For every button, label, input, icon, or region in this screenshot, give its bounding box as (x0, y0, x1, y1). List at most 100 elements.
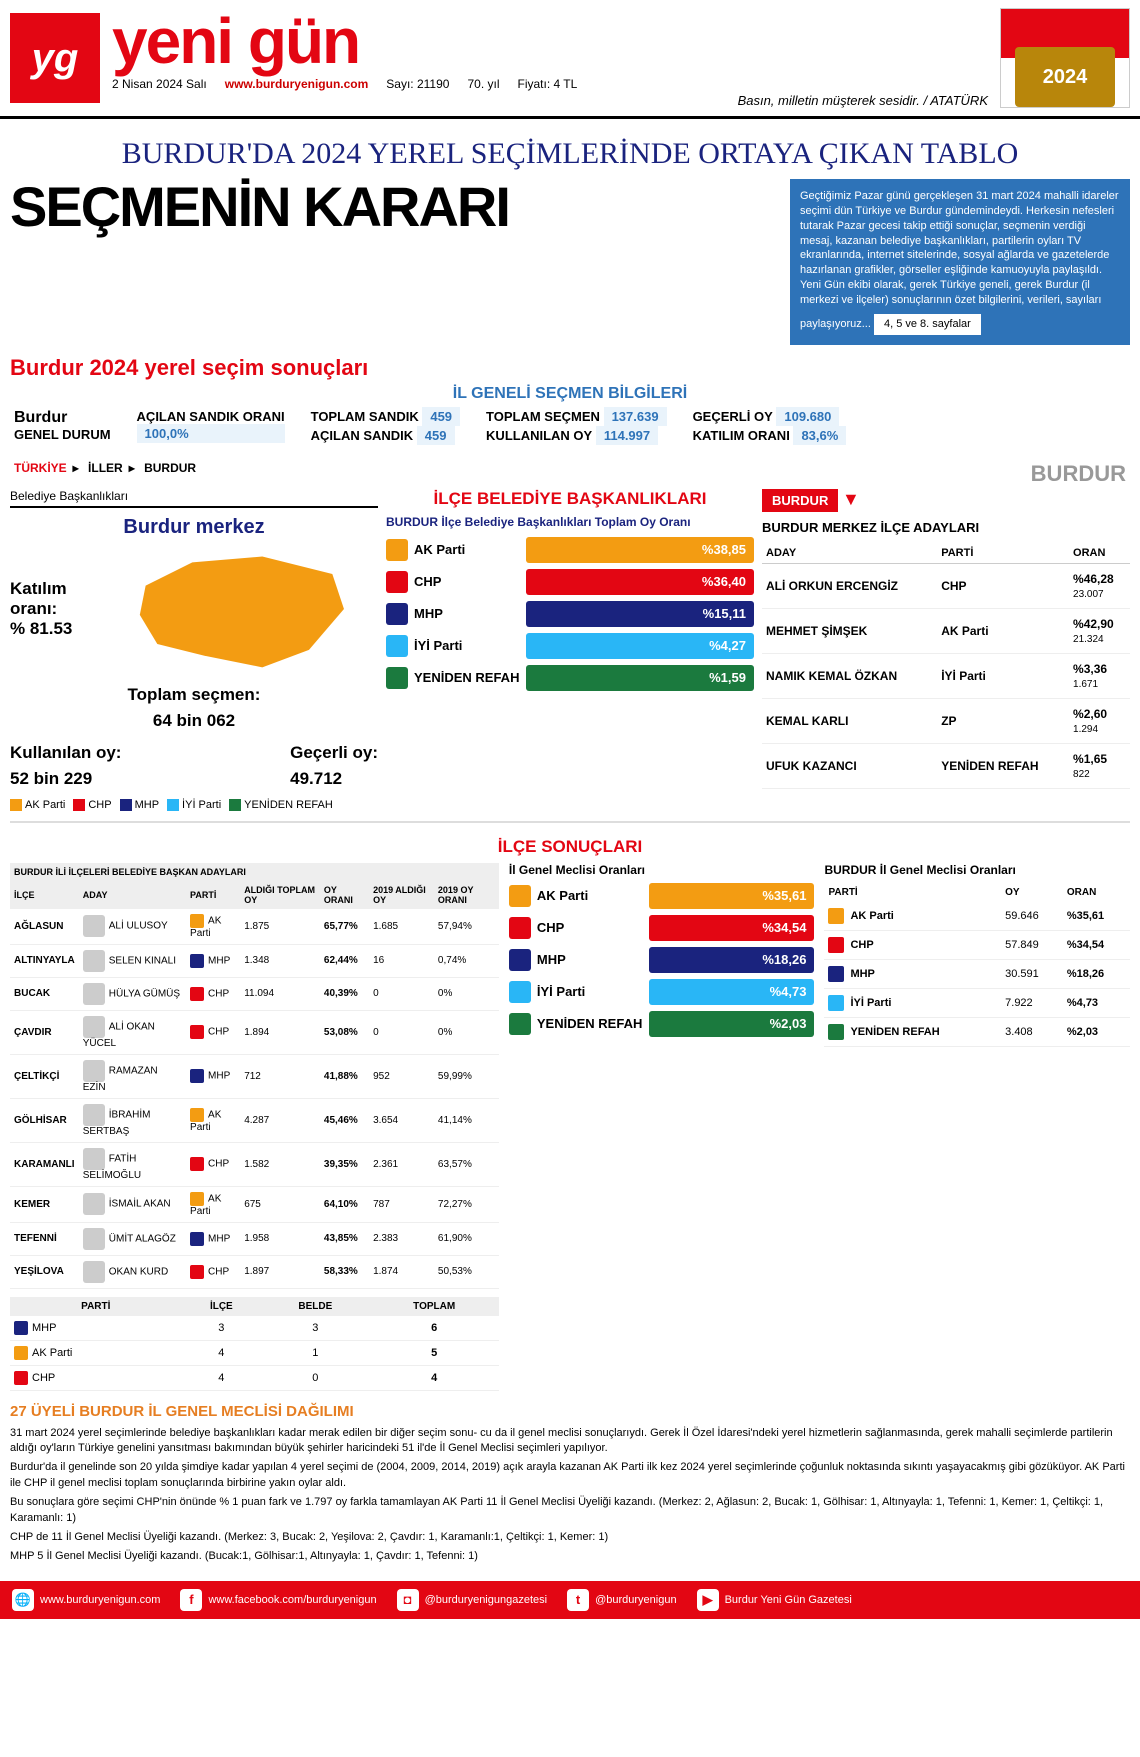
youtube-icon: ▶ (697, 1589, 719, 1611)
kr-val: 83,6% (793, 426, 846, 445)
breadcrumb: TÜRKİYE▸ İLLER▸ BURDUR BURDUR (0, 457, 1140, 479)
meclis-row: CHP57.849%34,54 (824, 930, 1130, 959)
footer-yt-text: Burdur Yeni Gün Gazetesi (725, 1594, 852, 1606)
footer-ig: ◘@burduryenigungazetesi (397, 1589, 547, 1611)
ch-parti: PARTİ (937, 543, 1069, 564)
ilce-bel-title: İLÇE BELEDİYE BAŞKANLIKLARI (386, 489, 754, 509)
go-val: 109.680 (776, 407, 839, 426)
intro-box: Geçtiğimiz Pazar günü gerçekleşen 31 mar… (790, 179, 1130, 345)
body-para: CHP de 11 İl Genel Meclisi Üyeliği kazan… (10, 1530, 1130, 1545)
ch-aday: ADAY (762, 543, 937, 564)
meclis-row: İYİ Parti7.922%4,73 (824, 988, 1130, 1017)
sandik-col: TOPLAM SANDIK 459 AÇILAN SANDIK 459 (311, 409, 460, 443)
gecerli-col: GEÇERLİ OY 109.680 KATILIM ORANI 83,6% (693, 409, 847, 443)
ilce-bel-sub: BURDUR İlçe Belediye Başkanlıkları Topla… (386, 515, 754, 529)
footer-tw-text: @burduryenigun (595, 1594, 677, 1606)
ilce-son-title: İLÇE SONUÇLARI (0, 837, 1140, 857)
party-bars-col: İLÇE BELEDİYE BAŞKANLIKLARI BURDUR İlçe … (386, 489, 754, 811)
region: Burdur GENEL DURUM (14, 409, 111, 442)
year: 70. yıl (467, 77, 499, 91)
meclis-bars-col: İl Genel Meclisi Oranları AK Parti%35,61… (509, 863, 815, 1391)
party-legend: AK Parti CHP MHP İYİ Parti YENİDEN REFAH (10, 799, 378, 811)
ch-oran: ORAN (1069, 543, 1130, 564)
ilce-row: ÇELTİKÇİRAMAZAN EZİNMHP71241,88%95259,99… (10, 1054, 499, 1098)
mc-r: ORAN (1063, 883, 1130, 902)
body-text: 31 mart 2024 yerel seçimlerinde belediye… (0, 1426, 1140, 1565)
body-para: Bu sonuçlara göre seçimi CHP'nin önünde … (10, 1495, 1130, 1526)
region-sub: GENEL DURUM (14, 427, 111, 442)
ilce-row: BURDUR İLİ İLÇELERİ BELEDİYE BAŞKAN ADAY… (0, 863, 1140, 1391)
mast-center: yeni gün 2 Nisan 2024 Salı www.burduryen… (112, 9, 988, 108)
gec-val: 49.712 (290, 769, 378, 789)
footer-fb-text: www.facebook.com/burduryenigun (208, 1594, 376, 1606)
legend-item: AK Parti (10, 799, 65, 811)
ic-ilce: İLÇE (10, 881, 79, 909)
cand-sub: BURDUR MERKEZ İLÇE ADAYLARI (762, 520, 1130, 535)
ilce-table-wrap: BURDUR İLİ İLÇELERİ BELEDİYE BAŞKAN ADAY… (10, 863, 499, 1391)
candidate-row: KEMAL KARLIZP%2,601.294 (762, 698, 1130, 743)
legend-item: İYİ Parti (167, 799, 221, 811)
ilce-row: AĞLASUNALİ ULUSOYAK Parti1.87565,77%1.68… (10, 909, 499, 945)
meclis-row: YENİDEN REFAH3.408%2,03 (824, 1017, 1130, 1046)
summary-table: PARTİ İLÇE BELDE TOPLAM MHP336AK Parti41… (10, 1297, 499, 1391)
acilan-oran-label: AÇILAN SANDIK ORANI (137, 409, 285, 424)
meclis-row: AK Parti59.646%35,61 (824, 902, 1130, 931)
candidates-table: ADAY PARTİ ORAN ALİ ORKUN ERCENGİZCHP%46… (762, 543, 1130, 789)
ilce-row: ALTINYAYLASELEN KINALIMHP1.34862,44%160,… (10, 944, 499, 977)
ilce-row: TEFENNİÜMİT ALAGÖZMHP1.95843,85%2.38361,… (10, 1222, 499, 1255)
meclis-table: PARTİ OY ORAN AK Parti59.646%35,61CHP57.… (824, 883, 1130, 1047)
secmen-val: 64 bin 062 (10, 711, 378, 731)
meclis-table-col: BURDUR İl Genel Meclisi Oranları PARTİ O… (824, 863, 1130, 1391)
party-bar-row: YENİDEN REFAH%2,03 (509, 1011, 815, 1037)
ic-oran: OY ORANI (320, 881, 369, 909)
party-bar-row: MHP%15,11 (386, 601, 754, 627)
party-bar-row: CHP%36,40 (386, 569, 754, 595)
intro-text: Geçtiğimiz Pazar günü gerçekleşen 31 mar… (800, 190, 1119, 330)
mc-o: OY (1001, 883, 1063, 902)
footer-yt: ▶ Burdur Yeni Gün Gazetesi (697, 1589, 852, 1611)
orange-headline: 27 ÜYELİ BURDUR İL GENEL MECLİSİ DAĞILIM… (10, 1403, 1130, 1420)
ilce-row: KARAMANLIFATİH SELİMOĞLUCHP1.58239,35%2.… (10, 1142, 499, 1186)
ilce-table: BURDUR İLİ İLÇELERİ BELEDİYE BAŞKAN ADAY… (10, 863, 499, 1289)
three-col: Belediye Başkanlıkları Burdur merkez Kat… (0, 489, 1140, 811)
ic-p19: 2019 ALDIĞI OY (369, 881, 434, 909)
issue-date: 2 Nisan 2024 Salı (112, 77, 207, 91)
footer-fb: fwww.facebook.com/burduryenigun (180, 1589, 376, 1611)
ilce-tbl-head: BURDUR İLİ İLÇELERİ BELEDİYE BAŞKAN ADAY… (10, 863, 499, 881)
footer-tw: t@burduryenigun (567, 1589, 677, 1611)
candidates-col: BURDUR ▼ BURDUR MERKEZ İLÇE ADAYLARI ADA… (762, 489, 1130, 811)
kull-val: 52 bin 229 (10, 769, 121, 789)
region-name: Burdur (14, 409, 111, 427)
cand-head: BURDUR (762, 489, 838, 512)
logo: yg (10, 13, 100, 103)
page-ref: 4, 5 ve 8. sayfalar (874, 314, 981, 335)
instagram-icon: ◘ (397, 1589, 419, 1611)
mc-p: PARTİ (824, 883, 1001, 902)
party-bar-row: AK Parti%35,61 (509, 883, 815, 909)
meclis-row: MHP30.591%18,26 (824, 959, 1130, 988)
tse-val: 137.639 (604, 407, 667, 426)
body-para: 31 mart 2024 yerel seçimlerinde belediye… (10, 1426, 1130, 1457)
divider (10, 821, 1130, 823)
tagline: Basın, milletin müşterek sesidir. / ATAT… (112, 93, 988, 108)
legend-item: YENİDEN REFAH (229, 799, 333, 811)
candidate-row: MEHMET ŞİMŞEKAK Parti%42,9021.324 (762, 608, 1130, 653)
ilce-row: BUCAKHÜLYA GÜMÜŞCHP11.09440,39%00% (10, 977, 499, 1010)
voter-info-title: İL GENELİ SEÇMEN BİLGİLERİ (0, 385, 1140, 403)
crumb-big: BURDUR (1031, 461, 1126, 487)
party-bar-row: AK Parti%38,85 (386, 537, 754, 563)
gec-label: Geçerli oy: (290, 743, 378, 763)
ts-label: TOPLAM SANDIK (311, 409, 419, 424)
party-bar-row: YENİDEN REFAH%1,59 (386, 665, 754, 691)
secmen-label: Toplam seçmen: (10, 685, 378, 705)
legend-item: MHP (120, 799, 159, 811)
site-url: www.burduryenigun.com (225, 77, 369, 91)
sc-i: İLÇE (182, 1297, 262, 1316)
headline-row: SEÇMENİN KARARI Geçtiğimiz Pazar günü ge… (0, 179, 1140, 345)
footer: 🌐www.burduryenigun.com fwww.facebook.com… (0, 1581, 1140, 1619)
ilce-row: GÖLHİSARİBRAHİM SERTBAŞAK Parti4.28745,4… (10, 1098, 499, 1142)
mast-info: 2 Nisan 2024 Salı www.burduryenigun.com … (112, 77, 988, 91)
body-para: MHP 5 İl Genel Meclisi Üyeliği kazandı. … (10, 1549, 1130, 1564)
acilan-oran: AÇILAN SANDIK ORANI 100,0% (137, 409, 285, 443)
legend-item: CHP (73, 799, 111, 811)
